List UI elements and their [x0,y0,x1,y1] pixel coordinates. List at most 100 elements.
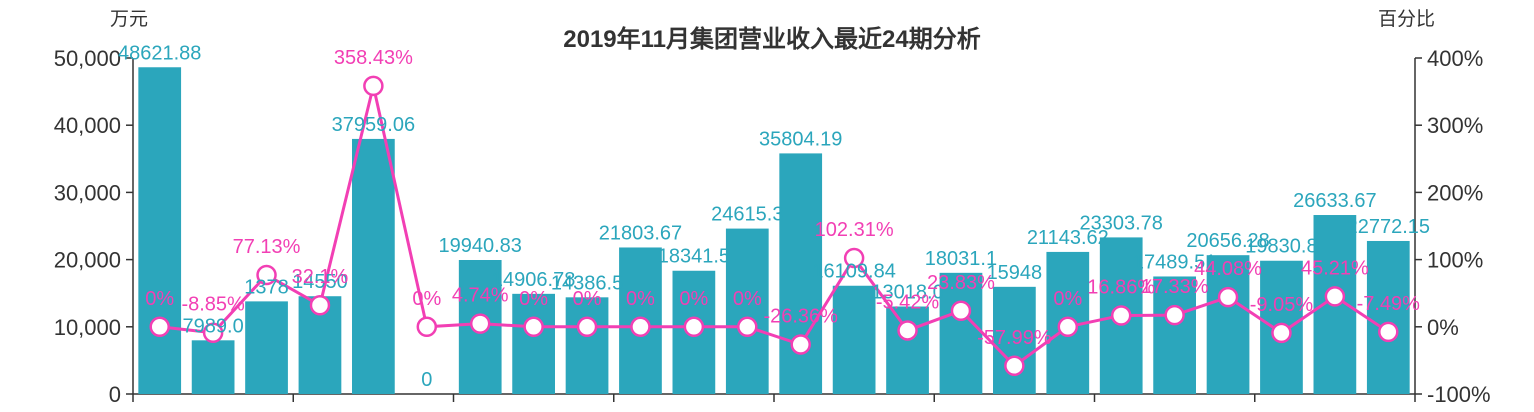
bar-value-label: 48621.88 [118,42,201,64]
line-value-label: -9.05% [1250,294,1314,316]
bar-value-label: 35804.19 [759,128,842,150]
bar-value-label: 20656.28 [1186,230,1269,252]
bar-value-label: 18341.5 [658,246,730,268]
bar-value-label: 21143.62 [1027,227,1109,249]
line-value-label: 77.13% [233,236,301,258]
bar-value-label: 18031.1 [925,248,997,270]
line-value-label: -8.85% [181,294,245,316]
right-axis-ticks: -100% 0% 100% 200% 300% 400% [1415,46,1491,407]
right-tick-label: 300% [1427,113,1483,138]
line-value-label: 17.33% [1141,276,1209,298]
line-data-labels: 0% -8.85% 77.13% 32.1% 358.43% 0% 4.74% 0% 0% 0% 0… [145,47,1420,349]
line-value-label: 0% [145,288,174,310]
bar-value-label: 7989.0 [183,315,244,337]
line-value-label: -7.49% [1357,293,1421,315]
bar [1153,276,1196,394]
line-point [202,322,224,343]
bar [886,306,929,394]
line-point [416,316,438,338]
line-value-label: 16.86% [1087,276,1155,298]
bar-value-label: 14906.78 [492,269,575,291]
right-tick-label: 0% [1427,315,1459,340]
line-value-label: 0% [626,288,655,310]
bar-value-label: 19940.83 [438,235,521,257]
line-value-label: 4.74% [452,285,509,307]
line-value-label: 0% [733,288,762,310]
bar-value-label: 23303.78 [1079,212,1162,234]
bar-value-label: 14386.5 [551,272,623,294]
line-point [683,316,705,338]
line-point [576,316,598,338]
bar [1206,255,1250,394]
bar [832,285,876,394]
line-value-label: -26.36% [763,306,838,328]
bar [512,293,555,394]
bar-value-label: 37959.06 [332,114,415,136]
bar [993,286,1036,394]
line-point [1271,322,1292,344]
bar-value-label: 14550 [292,271,348,293]
line-point [149,316,170,338]
line-value-label: 44.08% [1194,258,1262,280]
line-value-label: 0% [412,288,441,310]
bar [191,340,235,394]
bar-value-label: 22772.15 [1347,216,1430,238]
left-axis-unit: 万元 [110,9,148,30]
left-tick-label: 20,000 [54,248,121,273]
left-tick-label: 40,000 [54,113,121,138]
bar-value-label: 19830.8 [1245,236,1317,258]
bar-value-label: 0 [421,369,432,391]
bar [939,272,983,394]
bar [352,138,395,394]
line-point [1378,321,1399,343]
line-value-label: 45.21% [1301,257,1369,279]
line-point [1110,305,1132,326]
line-point [790,334,811,355]
line-point [897,320,918,341]
line-value-label: 32.1% [292,266,349,288]
left-tick-label: 0 [109,382,121,407]
chart-title: 2019年11月集团营业收入最近24期分析 [563,25,980,53]
line-point [469,313,491,334]
bar [245,301,288,394]
bar [1366,240,1410,394]
line-value-label: 0% [679,288,708,310]
line-point [737,316,758,338]
bar-value-label: 26633.67 [1293,190,1376,212]
line-value-label: 23.83% [927,272,995,294]
right-tick-label: 400% [1427,46,1483,71]
bar-value-label: 17489.51 [1133,251,1216,273]
right-tick-label: 100% [1427,248,1483,273]
line-point [363,75,384,97]
x-axis-ticks [132,394,1416,402]
left-axis-ticks: 0 10,000 20,000 30,000 40,000 50,000 [54,46,133,407]
bar [565,297,609,394]
line-point [256,264,277,286]
bar [138,67,182,395]
line-point [630,316,651,338]
bar-value-label: 21803.67 [599,222,682,244]
line-point [1057,316,1079,338]
line-value-label: 0% [519,288,548,310]
line-point [1164,304,1185,326]
bar-value-label: 15948 [987,262,1043,284]
bar-value-label: 1378 [244,276,289,298]
left-tick-label: 50,000 [54,46,121,71]
line-value-label: 102.31% [815,219,894,241]
line-point [1324,286,1346,307]
left-tick-label: 10,000 [54,315,121,340]
line-value-label: 0% [573,288,602,310]
line-value-label: 0% [1053,288,1082,310]
line-value-label: 358.43% [334,47,413,69]
line-point [309,294,331,316]
right-tick-label: -100% [1427,382,1491,407]
line-series [149,75,1399,377]
line-point [843,247,865,269]
left-tick-label: 30,000 [54,180,121,205]
bar [725,228,769,394]
line-point [523,316,544,338]
line-value-label: -57.99% [977,327,1052,349]
line-value-label: -5.42% [876,291,940,313]
